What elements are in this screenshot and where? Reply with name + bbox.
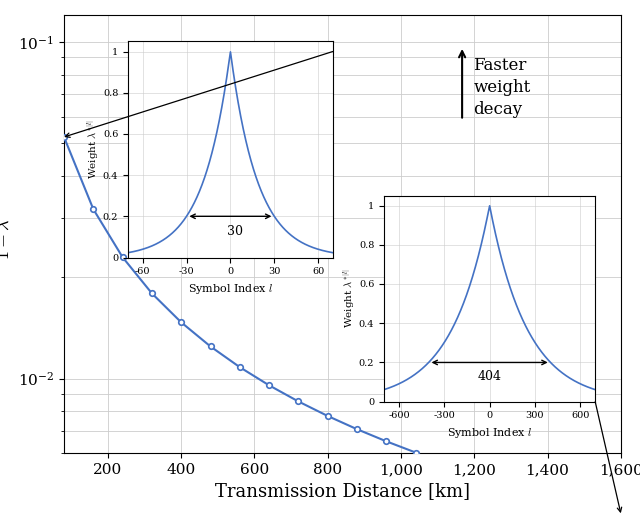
Y-axis label: Weight $\lambda^{*|l|}$: Weight $\lambda^{*|l|}$ <box>86 119 101 179</box>
Text: 404: 404 <box>477 370 502 383</box>
X-axis label: Symbol Index $l$: Symbol Index $l$ <box>188 282 273 296</box>
Y-axis label: Weight $\lambda^{*|l|}$: Weight $\lambda^{*|l|}$ <box>342 269 357 329</box>
Text: 30: 30 <box>227 225 243 237</box>
Text: Faster
weight
decay: Faster weight decay <box>473 57 531 118</box>
X-axis label: Transmission Distance [km]: Transmission Distance [km] <box>215 483 470 501</box>
Y-axis label: $1 - \lambda^*$: $1 - \lambda^*$ <box>0 209 13 260</box>
X-axis label: Symbol Index $l$: Symbol Index $l$ <box>447 426 532 440</box>
